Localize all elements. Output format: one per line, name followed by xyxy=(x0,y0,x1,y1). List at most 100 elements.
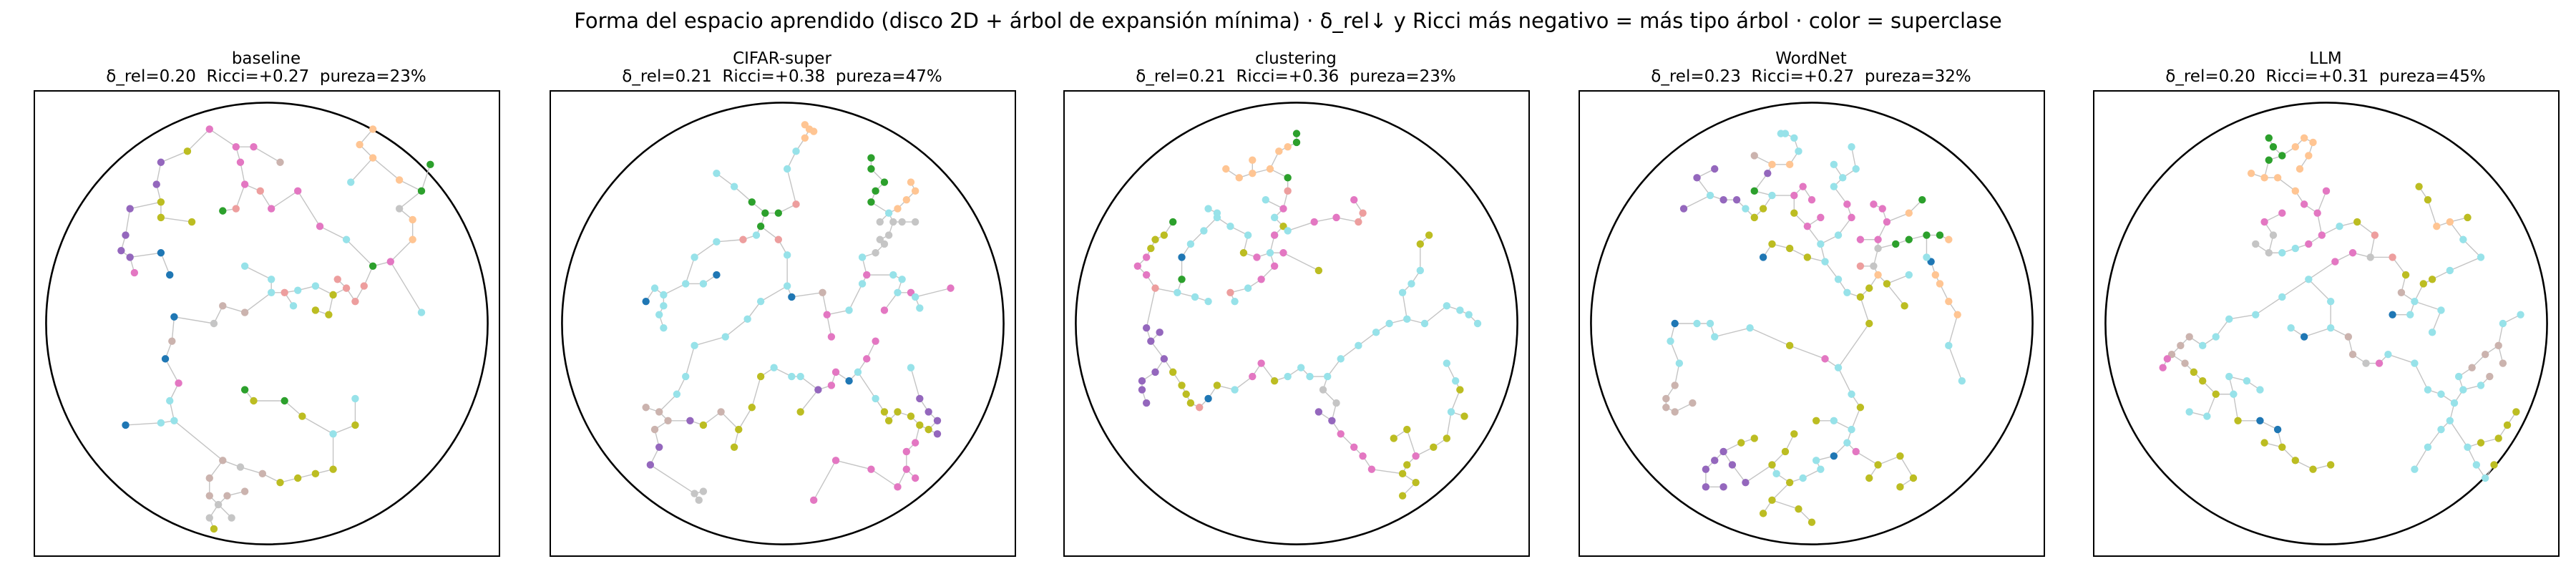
data-point xyxy=(1416,240,1424,248)
data-point xyxy=(333,276,341,283)
mst-edges xyxy=(645,124,951,501)
data-point xyxy=(1865,474,1873,482)
data-point xyxy=(2185,408,2193,416)
mst-edge xyxy=(1750,327,1790,346)
data-point xyxy=(894,288,902,296)
data-point xyxy=(1693,174,1701,182)
data-point xyxy=(267,276,275,283)
data-point xyxy=(1878,205,1886,213)
data-point xyxy=(902,196,910,204)
data-point xyxy=(1737,439,1745,447)
mst-edge xyxy=(910,367,920,399)
mst-edge xyxy=(284,400,303,417)
data-point xyxy=(650,284,659,292)
scatter-plot-llm xyxy=(2104,102,2548,545)
data-point xyxy=(752,231,761,239)
data-point xyxy=(1142,324,1151,332)
data-point xyxy=(1270,377,1279,385)
data-point xyxy=(2185,333,2193,341)
data-point xyxy=(417,308,426,316)
data-point xyxy=(845,377,853,385)
data-point xyxy=(774,235,783,243)
data-point xyxy=(884,417,893,424)
data-point xyxy=(947,284,955,292)
data-point xyxy=(2265,134,2273,142)
data-point xyxy=(210,319,218,328)
unit-disk-boundary xyxy=(45,102,489,545)
data-point xyxy=(2291,142,2299,151)
data-point xyxy=(756,223,765,230)
data-point xyxy=(2336,223,2343,230)
data-point xyxy=(699,487,708,495)
data-point xyxy=(1292,130,1301,137)
data-point xyxy=(1257,359,1265,367)
data-point xyxy=(2291,457,2299,465)
data-point xyxy=(867,154,875,162)
data-point xyxy=(2225,315,2233,324)
data-point xyxy=(1231,386,1239,394)
mst-edge xyxy=(1850,407,1861,430)
data-point xyxy=(739,235,747,243)
data-point xyxy=(2300,333,2308,341)
data-point xyxy=(660,324,668,332)
mst-edge xyxy=(751,376,761,408)
data-point xyxy=(2318,231,2326,239)
data-point xyxy=(1702,483,1710,491)
data-point xyxy=(329,465,337,473)
panel-baseline: baseline δ_rel=0.20 Ricci=+0.27 pureza=2… xyxy=(34,50,500,557)
data-point xyxy=(1178,253,1186,261)
data-point xyxy=(1817,213,1825,222)
data-point xyxy=(386,258,394,266)
data-point xyxy=(2464,213,2472,222)
data-point xyxy=(1156,329,1163,336)
data-point xyxy=(1750,213,1758,222)
data-point xyxy=(2454,372,2463,381)
data-point xyxy=(2291,187,2299,195)
mst-edge xyxy=(1772,500,1799,510)
mst-edge xyxy=(240,466,263,475)
data-point xyxy=(1790,191,1798,200)
data-point xyxy=(1785,244,1794,253)
data-point xyxy=(2415,183,2423,190)
data-point xyxy=(1711,165,1719,173)
data-point xyxy=(2433,223,2441,230)
scatter-plot-cifar-super xyxy=(561,102,1005,545)
data-point xyxy=(1314,266,1323,275)
mst-edge xyxy=(2316,213,2323,235)
mst-edge xyxy=(1714,327,1750,338)
data-point xyxy=(1226,223,1234,230)
data-point xyxy=(240,262,249,270)
mst-edge xyxy=(791,292,823,298)
mst-edge xyxy=(694,336,726,346)
data-point xyxy=(801,134,809,142)
data-point xyxy=(2450,399,2459,407)
data-point xyxy=(2424,196,2432,204)
data-point xyxy=(1750,434,1758,442)
data-point xyxy=(2300,200,2308,208)
data-point xyxy=(2230,390,2238,398)
data-point xyxy=(1186,240,1195,248)
data-point xyxy=(1310,218,1318,226)
data-point xyxy=(329,291,337,299)
data-point xyxy=(1785,160,1794,169)
data-points xyxy=(117,125,434,533)
data-point xyxy=(157,198,165,206)
mst-edge xyxy=(813,459,836,501)
mst-edge xyxy=(223,305,245,313)
data-point xyxy=(2428,329,2436,336)
data-point xyxy=(2278,443,2286,451)
data-point xyxy=(360,282,368,290)
data-point xyxy=(1292,138,1301,147)
data-point xyxy=(1768,496,1776,505)
mst-edge xyxy=(156,162,162,185)
mst-edge xyxy=(2414,301,2441,311)
data-point xyxy=(2199,377,2207,385)
scatter-plot-baseline xyxy=(45,102,489,545)
data-point xyxy=(2305,240,2313,248)
data-point xyxy=(713,271,721,279)
data-point xyxy=(827,333,836,341)
data-point xyxy=(655,311,663,318)
data-point xyxy=(2225,372,2233,381)
data-point xyxy=(1314,408,1323,416)
data-point xyxy=(1196,404,1204,412)
